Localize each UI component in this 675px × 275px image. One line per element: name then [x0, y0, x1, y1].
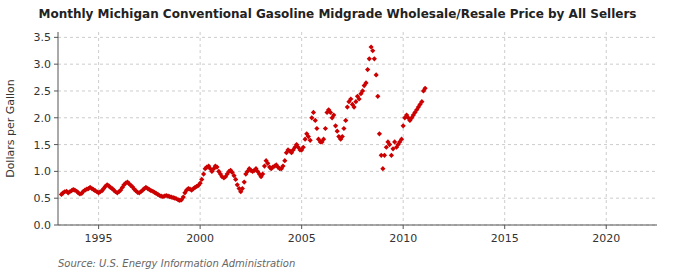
- point: [333, 123, 338, 128]
- point: [370, 48, 375, 53]
- grid-line: [58, 90, 657, 91]
- point: [242, 180, 247, 185]
- point: [374, 72, 379, 77]
- tick-label: 1.0: [34, 165, 52, 178]
- point: [199, 177, 204, 182]
- point: [341, 126, 346, 131]
- point: [375, 94, 380, 99]
- point: [260, 171, 265, 176]
- point: [181, 195, 186, 200]
- point: [382, 153, 387, 158]
- tick: [301, 225, 302, 229]
- tick: [54, 64, 58, 65]
- point: [321, 137, 326, 142]
- point: [365, 67, 370, 72]
- grid-line: [58, 37, 657, 38]
- point: [282, 158, 287, 163]
- tick: [54, 144, 58, 145]
- point: [314, 126, 319, 131]
- tick: [606, 225, 607, 229]
- grid-line: [98, 32, 99, 225]
- tick-label: 3.5: [34, 31, 52, 44]
- point: [301, 145, 306, 150]
- tick: [403, 225, 404, 229]
- point: [363, 80, 368, 85]
- point: [348, 96, 353, 101]
- point: [360, 88, 365, 93]
- tick: [54, 90, 58, 91]
- point: [280, 163, 285, 168]
- point: [323, 126, 328, 131]
- points: [59, 44, 428, 203]
- point: [335, 129, 340, 134]
- point: [311, 110, 316, 115]
- tick-label: 0.5: [34, 192, 52, 205]
- grid-line: [504, 32, 505, 225]
- grid-line: [58, 225, 657, 226]
- point: [399, 137, 404, 142]
- tick: [54, 37, 58, 38]
- point: [357, 96, 362, 101]
- grid-line: [58, 64, 657, 65]
- tick-label: 2015: [491, 232, 519, 245]
- point: [308, 138, 313, 143]
- grid-line: [606, 32, 607, 225]
- tick-label: 2.5: [34, 85, 52, 98]
- point: [201, 171, 206, 176]
- point: [401, 123, 406, 128]
- tick: [54, 198, 58, 199]
- point: [313, 118, 318, 123]
- tick-label: 2.0: [34, 112, 52, 125]
- point: [389, 153, 394, 158]
- point: [343, 118, 348, 123]
- point: [423, 86, 428, 91]
- chart-svg: Monthly Michigan Conventional Gasoline M…: [0, 0, 675, 275]
- tick: [200, 225, 201, 229]
- grid-line: [58, 171, 657, 172]
- grid-line: [58, 144, 657, 145]
- point: [419, 99, 424, 104]
- point: [372, 56, 377, 61]
- y-axis-line: [58, 32, 59, 225]
- grid-line: [200, 32, 201, 225]
- chart-container: Monthly Michigan Conventional Gasoline M…: [0, 0, 675, 275]
- tick-label: 1995: [85, 232, 113, 245]
- grid-line: [58, 198, 657, 199]
- tick-label: 0.0: [34, 219, 52, 232]
- tick: [54, 117, 58, 118]
- point: [387, 142, 392, 147]
- point: [331, 112, 336, 117]
- tick: [54, 171, 58, 172]
- point: [240, 186, 245, 191]
- source: Source: U.S. Energy Information Administ…: [58, 258, 295, 269]
- axes: 0.0 0.5 1.0 1.5 2.0 2.5 3.0 3.5 1995 2000 2005 2010…: [34, 31, 658, 245]
- grid-line: [403, 32, 404, 225]
- tick: [54, 225, 58, 226]
- tick: [504, 225, 505, 229]
- title: Monthly Michigan Conventional Gasoline M…: [39, 7, 637, 21]
- point: [367, 56, 372, 61]
- tick-label: 1.5: [34, 139, 52, 152]
- grid-line: [301, 32, 302, 225]
- tick-label: 2020: [592, 232, 620, 245]
- tick-label: 2000: [186, 232, 214, 245]
- point: [351, 104, 356, 109]
- point: [340, 134, 345, 139]
- tick: [98, 225, 99, 229]
- x-axis-line: [58, 225, 657, 226]
- grid-line: [58, 117, 657, 118]
- point: [377, 131, 382, 136]
- grid: [58, 32, 657, 225]
- tick-label: 2010: [389, 232, 417, 245]
- y-axis-label: Dollars per Gallon: [4, 79, 17, 178]
- point: [233, 177, 238, 182]
- point: [345, 104, 350, 109]
- tick-label: 3.0: [34, 58, 52, 71]
- point: [380, 166, 385, 171]
- tick-label: 2005: [288, 232, 316, 245]
